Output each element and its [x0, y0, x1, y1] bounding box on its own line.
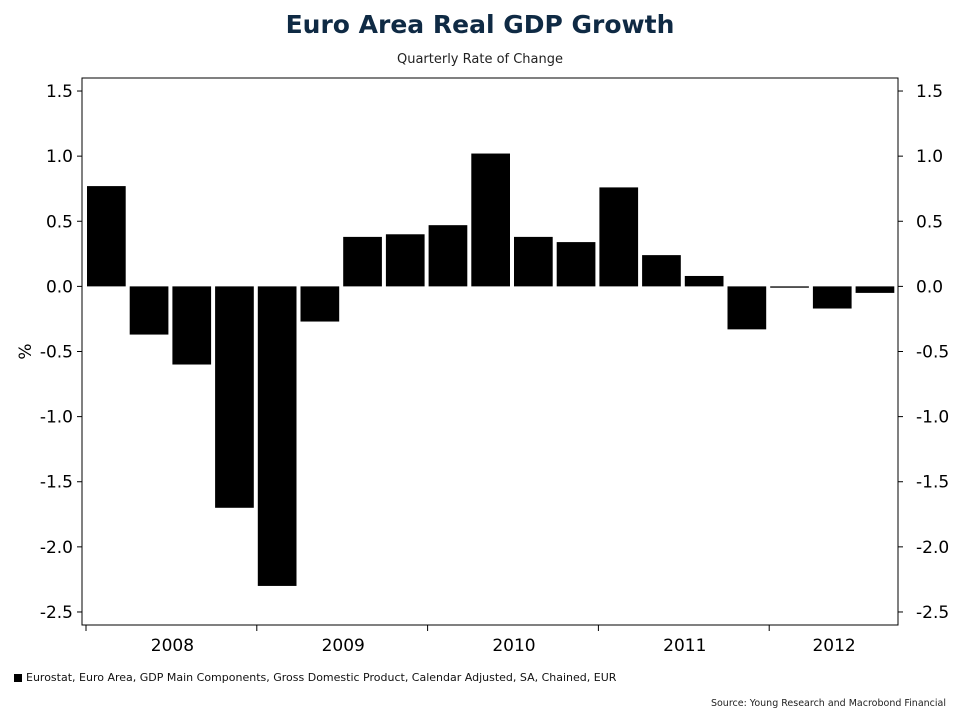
- x-year-label: 2012: [812, 636, 855, 656]
- bar: [471, 153, 510, 287]
- bar: [514, 236, 553, 287]
- legend-swatch: [14, 673, 22, 682]
- y-tick-label-left: -1.0: [40, 408, 73, 428]
- chart-subtitle: Quarterly Rate of Change: [396, 52, 564, 67]
- bar: [129, 286, 169, 335]
- y-tick-label-left: 0.0: [46, 277, 73, 297]
- bar: [300, 286, 340, 322]
- source-note: Source: Young Research and Macrobond Fin…: [710, 698, 946, 709]
- bar: [770, 286, 809, 288]
- y-tick-label-left: 1.0: [46, 147, 73, 167]
- y-tick-label-right: -1.5: [916, 473, 949, 493]
- bar: [642, 255, 681, 287]
- bar: [428, 225, 468, 287]
- legend: Eurostat, Euro Area, GDP Main Components…: [14, 671, 616, 684]
- bar: [812, 286, 852, 309]
- y-tick-label-left: -0.5: [40, 343, 73, 363]
- y-tick-label-left: -1.5: [40, 473, 73, 493]
- y-tick-label-right: 1.5: [916, 82, 943, 102]
- bar: [385, 234, 425, 287]
- y-tick-label-right: 0.0: [916, 277, 943, 297]
- bar: [172, 286, 212, 365]
- y-tick-label-left: 0.5: [46, 212, 73, 232]
- y-axis-label: %: [16, 343, 36, 359]
- x-year-label: 2009: [322, 636, 365, 656]
- y-tick-label-right: 1.0: [916, 147, 943, 167]
- bar: [87, 186, 126, 287]
- y-tick-label-right: -0.5: [916, 343, 949, 363]
- bar: [215, 286, 254, 508]
- bar: [855, 286, 895, 293]
- bar: [556, 242, 596, 287]
- bar: [343, 236, 382, 287]
- y-tick-label-left: -2.5: [40, 603, 73, 623]
- chart-title: Euro Area Real GDP Growth: [285, 10, 675, 39]
- y-tick-label-left: 1.5: [46, 82, 73, 102]
- bar: [257, 286, 297, 586]
- bar: [684, 275, 724, 287]
- x-year-label: 2010: [492, 636, 535, 656]
- y-tick-label-right: 0.5: [916, 212, 943, 232]
- y-tick-label-right: -1.0: [916, 408, 949, 428]
- bar: [599, 187, 639, 287]
- y-tick-label-right: -2.0: [916, 538, 949, 558]
- legend-label: Eurostat, Euro Area, GDP Main Components…: [26, 671, 617, 684]
- x-year-label: 2011: [663, 636, 706, 656]
- y-tick-label-right: -2.5: [916, 603, 949, 623]
- y-tick-label-left: -2.0: [40, 538, 73, 558]
- x-year-label: 2008: [151, 636, 194, 656]
- bar: [727, 286, 767, 330]
